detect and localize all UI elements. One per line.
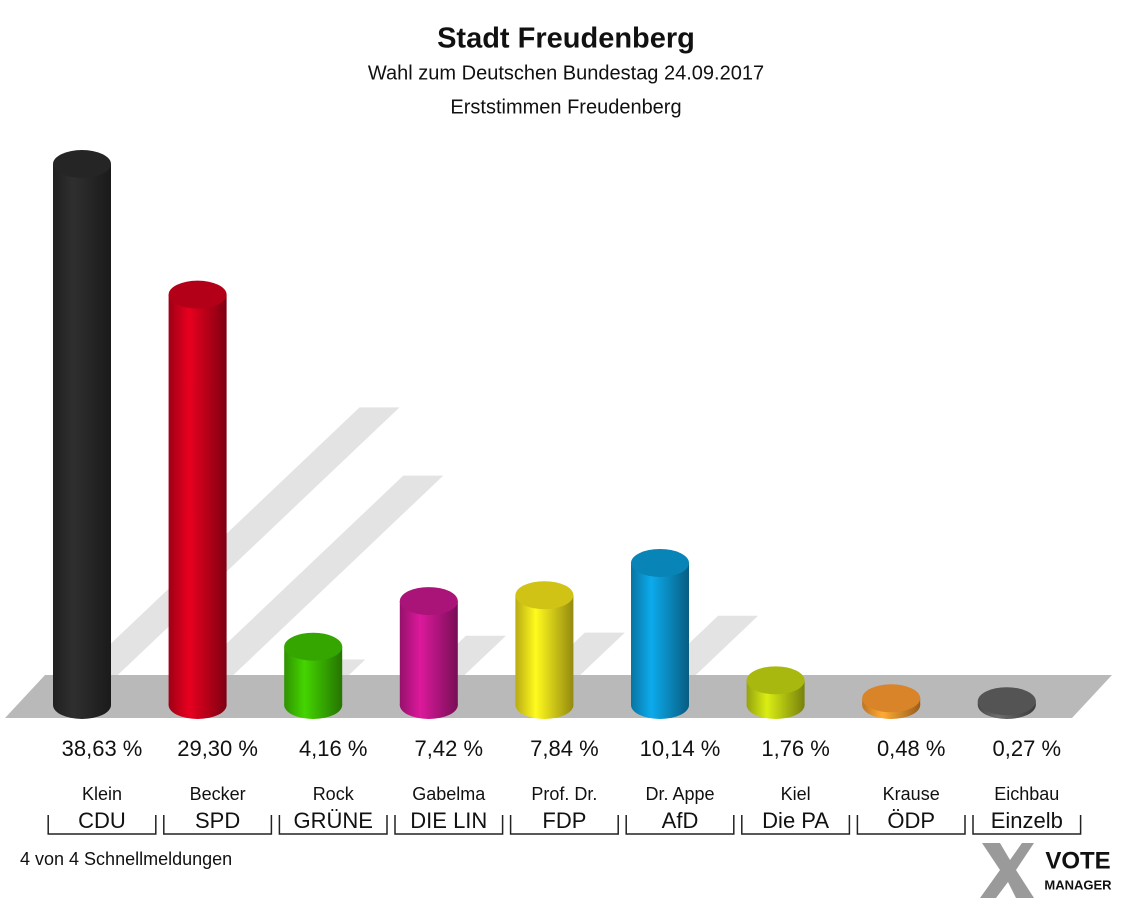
bar	[53, 150, 111, 719]
category-bracket	[509, 815, 619, 835]
value-label: 4,16 %	[299, 736, 368, 761]
bar	[168, 280, 227, 719]
candidate-label: Klein	[82, 784, 122, 804]
category-bracket	[278, 815, 388, 835]
bar	[284, 632, 343, 719]
logo: VOTE MANAGER	[980, 843, 1112, 898]
bar	[631, 548, 689, 719]
x-tick-label: Die PA	[762, 808, 829, 833]
category-bracket	[163, 815, 273, 835]
bar	[515, 581, 574, 719]
value-label: 1,76 %	[761, 736, 830, 761]
category-bracket	[741, 815, 851, 835]
logo-text: VOTE	[1045, 847, 1110, 874]
bar-body	[53, 164, 111, 705]
bar	[862, 684, 921, 719]
bars	[53, 150, 1036, 719]
candidate-label: Becker	[190, 784, 246, 804]
x-tick-label: Einzelb	[991, 808, 1063, 833]
footer-note: 4 von 4 Schnellmeldungen	[20, 849, 232, 869]
x-tick-label: GRÜNE	[293, 808, 372, 833]
category-bracket	[972, 815, 1082, 835]
chart-title: Stadt Freudenberg	[437, 23, 695, 55]
chart-subtitle: Wahl zum Deutschen Bundestag 24.09.2017	[368, 62, 764, 84]
candidate-label: Dr. Appe	[645, 784, 714, 804]
category-bracket	[625, 815, 735, 835]
value-label: 7,42 %	[415, 736, 484, 761]
bar	[746, 666, 805, 719]
category-bracket	[394, 815, 504, 835]
bar-cap	[862, 684, 921, 713]
bar-cap	[284, 632, 343, 661]
chart-subtitle: Erststimmen Freudenberg	[450, 96, 681, 118]
bar-cap	[977, 687, 1036, 716]
bar-cap	[399, 587, 458, 616]
bar-body	[168, 294, 227, 705]
category-bracket	[47, 815, 157, 835]
x-tick-label: SPD	[195, 808, 240, 833]
candidate-label: Rock	[313, 784, 355, 804]
x-tick-label: FDP	[542, 808, 586, 833]
bar-cap	[168, 280, 227, 309]
x-tick-label: ÖDP	[887, 808, 935, 833]
value-label: 7,84 %	[530, 736, 599, 761]
candidate-label: Prof. Dr.	[531, 784, 597, 804]
bar-cap	[631, 548, 689, 577]
value-label: 29,30 %	[177, 736, 258, 761]
x-tick-label: CDU	[78, 808, 126, 833]
x-tick-label: AfD	[662, 808, 699, 833]
logo-mark	[980, 843, 1034, 898]
value-label: 0,27 %	[993, 736, 1062, 761]
bar-body	[399, 601, 458, 705]
bar-shadow	[62, 407, 400, 690]
candidate-label: Kiel	[781, 784, 811, 804]
logo-text: MANAGER	[1044, 877, 1112, 892]
candidate-label: Gabelma	[412, 784, 486, 804]
x-tick-label: DIE LIN	[410, 808, 487, 833]
bar-body	[515, 595, 574, 705]
value-label: 10,14 %	[640, 736, 721, 761]
candidate-label: Krause	[883, 784, 940, 804]
bar-cap	[515, 581, 574, 610]
category-bracket	[856, 815, 966, 835]
bar-shadow	[177, 475, 444, 690]
value-label: 0,48 %	[877, 736, 946, 761]
bar	[977, 687, 1036, 719]
bar-cap	[53, 150, 111, 178]
bar-body	[631, 562, 689, 705]
value-label: 38,63 %	[62, 736, 143, 761]
candidate-label: Eichbau	[994, 784, 1059, 804]
bar	[399, 587, 458, 719]
bar-cap	[746, 666, 805, 695]
